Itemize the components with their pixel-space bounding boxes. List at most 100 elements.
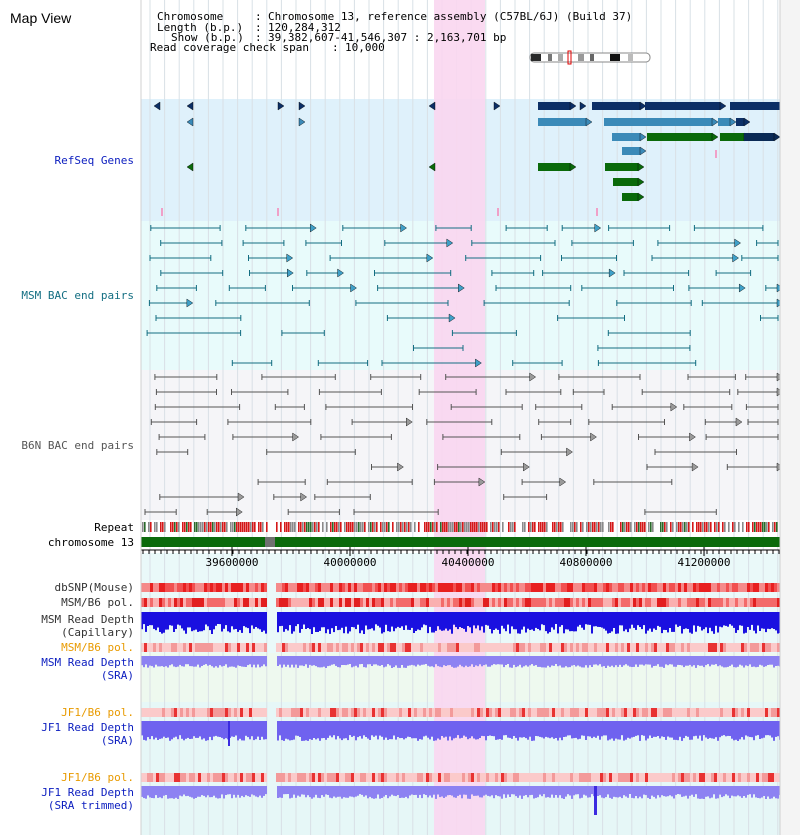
msm-cap-depth-bar (411, 612, 413, 628)
msm-cap-depth-bar (655, 612, 657, 630)
msm-cap-depth-bar (579, 612, 581, 625)
msm-cap-depth-bar (211, 612, 213, 634)
jf1-pol-trim-cell (162, 773, 165, 782)
repeat-element (448, 522, 450, 532)
repeat-element (426, 522, 428, 532)
repeat-element (630, 522, 632, 532)
jf1-trim-depth-bar (627, 786, 629, 798)
msm-sra-depth-bar (459, 656, 461, 665)
jf1-pol-cell (282, 708, 285, 717)
msm-cap-depth-bar (547, 612, 549, 634)
msm-cap-depth-bar (553, 612, 555, 630)
jf1-trim-depth-bar (547, 786, 549, 798)
jf1-depth-bar (317, 721, 319, 739)
msm-pol-sra-cell (438, 643, 441, 652)
jf1-pol-cell (768, 708, 771, 717)
msm-cap-depth-bar (329, 612, 331, 634)
jf1-pol-cell (702, 708, 705, 717)
msm-cap-depth-bar (651, 612, 653, 632)
msm-pol-cell (639, 598, 642, 607)
jf1-trim-depth-bar (735, 786, 737, 797)
msm-pol-cell (561, 598, 564, 607)
dbsnp-cell (492, 583, 495, 592)
jf1-trim-depth-bar (433, 786, 435, 795)
msm-cap-depth-bar (667, 612, 669, 633)
jf1-trim-depth-bar (533, 786, 535, 799)
repeat-element (510, 522, 512, 532)
right-scroll-gutter[interactable] (780, 0, 800, 835)
dbsnp-cell (567, 583, 570, 592)
msm-cap-depth-bar (773, 612, 775, 629)
jf1-depth-bar (147, 721, 149, 738)
jf1-pol-trim-cell (213, 773, 216, 782)
msm-sra-depth-bar (243, 656, 245, 667)
jf1-pol-cell (207, 708, 210, 717)
msm-sra-depth-bar (733, 656, 735, 668)
msm-pol-cell (645, 598, 648, 607)
msm-sra-depth-bar (235, 656, 237, 668)
jf1-depth-bar (773, 721, 775, 741)
b6n-bac-label[interactable]: B6N BAC end pairs (21, 439, 134, 452)
msm-pol-cell (240, 598, 243, 607)
refseq-label[interactable]: RefSeq Genes (55, 154, 134, 167)
msm-cap-depth-bar (173, 612, 175, 632)
msm-pol-cell (159, 598, 162, 607)
jf1-trim-depth-bar (387, 786, 389, 799)
jf1-depth-bar (769, 721, 771, 736)
dbsnp-cell (351, 583, 354, 592)
repeat-element (542, 522, 544, 532)
jf1-trim-depth-bar (209, 786, 211, 798)
refseq-genes[interactable] (153, 101, 787, 216)
msm-pol-cell (198, 598, 201, 607)
repeat-element (184, 522, 186, 532)
highlight-region[interactable] (434, 0, 485, 835)
msm-cap-depth-bar (491, 612, 493, 634)
msm-sra-depth-bar (545, 656, 547, 668)
msm-cap-depth-bar (321, 612, 323, 628)
msm-pol-sra-cell (195, 643, 198, 652)
b6n-bac-pairs[interactable] (144, 372, 784, 517)
msm-bac-pairs[interactable] (146, 223, 784, 368)
msm-pol-cell (495, 598, 498, 607)
msm-pol-cell (456, 598, 459, 607)
dbsnp-cell (642, 583, 645, 592)
dbsnp-cell (141, 583, 144, 592)
jf1-depth-bar (775, 721, 777, 737)
msm-sra-depth-bar (463, 656, 465, 668)
jf1-pol-cell (471, 708, 474, 717)
dbsnp-cell (555, 583, 558, 592)
dbsnp-cell (279, 583, 282, 592)
jf1-pol-cell (483, 708, 486, 717)
msm-cap-depth-bar (263, 612, 265, 631)
jf1-trim-depth-bar (769, 786, 771, 799)
repeat-element (672, 522, 674, 532)
jf1-trim-depth-bar (261, 786, 263, 798)
msm-cap-depth-bar (601, 612, 603, 628)
msm-pol-cell (642, 598, 645, 607)
repeat-element (242, 522, 244, 532)
chromosome-ideogram-icon[interactable] (529, 50, 651, 65)
jf1-pol-cell (474, 708, 477, 717)
svg-text::: : (332, 41, 339, 54)
msm-cap-depth-bar (385, 612, 387, 625)
jf1-pol-trim-cell (189, 773, 192, 782)
jf1-pol-trim-cell (375, 773, 378, 782)
msm-sra-depth-bar (257, 656, 259, 665)
gene-exon-block (538, 163, 570, 171)
msm-pol-sra-cell (456, 643, 459, 652)
dbsnp-cell (252, 583, 255, 592)
msm-sra-depth-bar (613, 656, 615, 668)
msm-cap-depth-bar (503, 612, 505, 629)
msm-pol-sra-cell (699, 643, 702, 652)
repeat-element (524, 522, 526, 532)
jf1-trim-depth-bar (193, 786, 195, 799)
msm-sra-depth-bar (363, 656, 365, 668)
dbsnp-cell (762, 583, 765, 592)
jf1-pol-trim-cell (312, 773, 315, 782)
jf1-depth-bar (575, 721, 577, 738)
msm-bac-label[interactable]: MSM BAC end pairs (21, 289, 134, 302)
jf1-trim-depth-bar (379, 786, 381, 799)
dbsnp-cell (531, 583, 534, 592)
msm-pol-cell (249, 598, 252, 607)
